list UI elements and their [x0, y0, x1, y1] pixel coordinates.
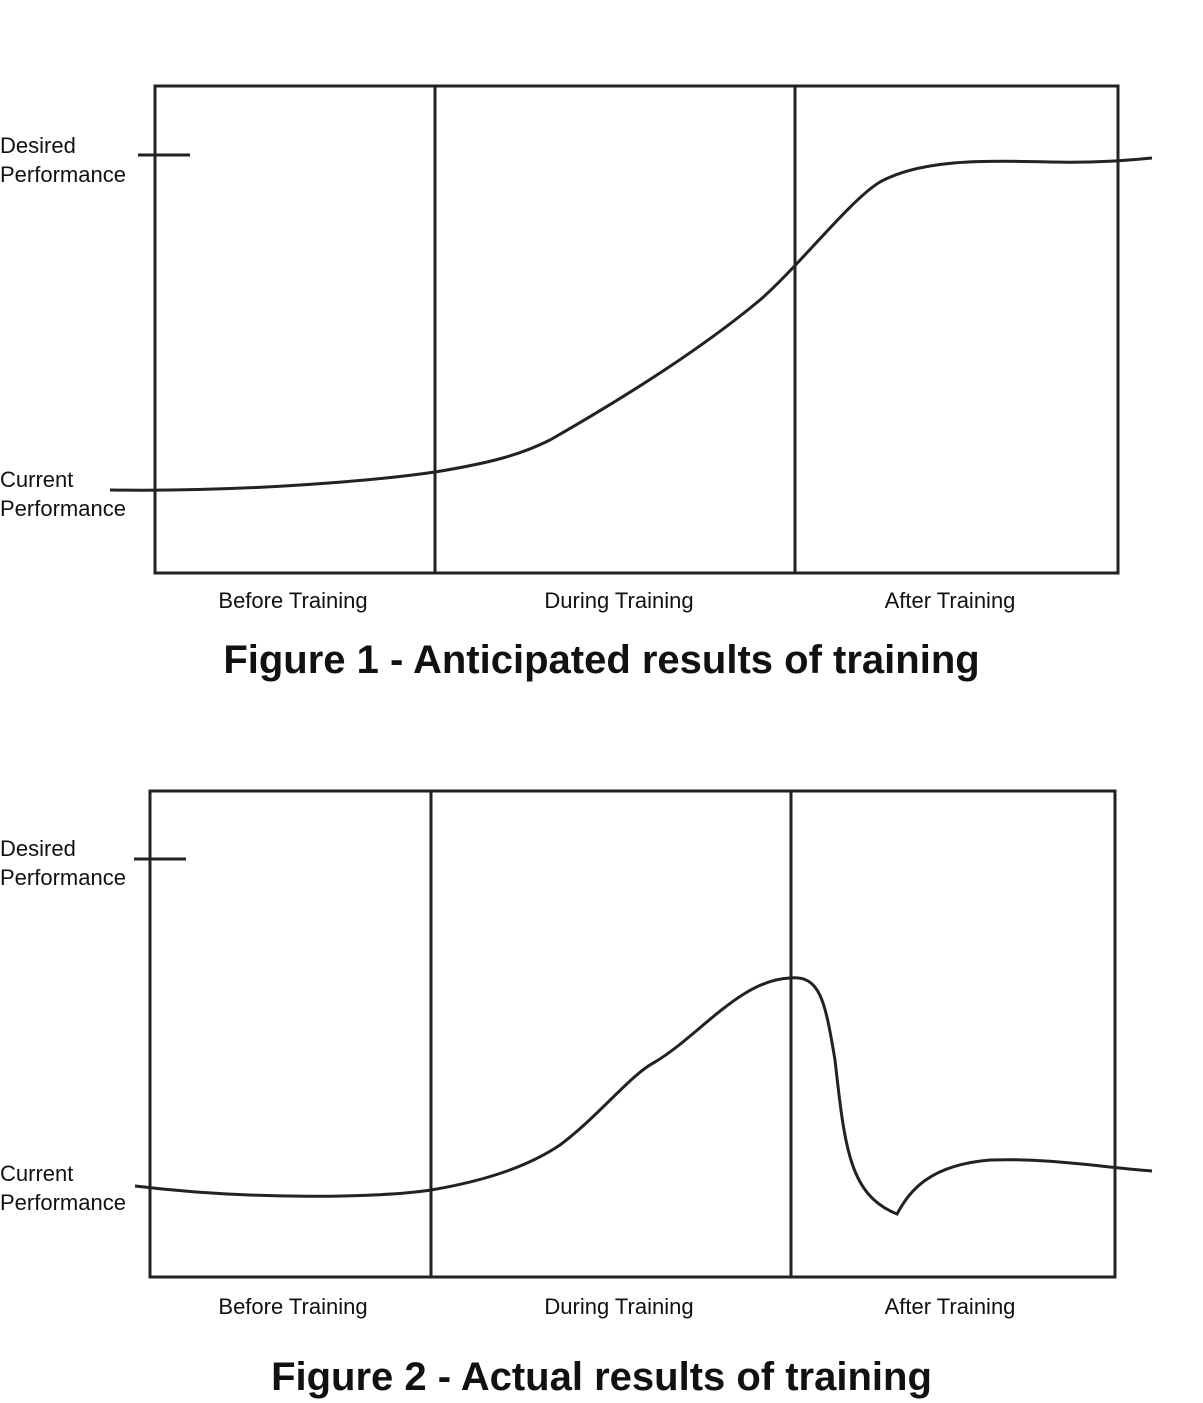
- frame: [153, 84, 1120, 575]
- current-label: Current Performance: [0, 467, 126, 521]
- phase-label: After Training: [884, 588, 1016, 613]
- figure-title: Figure 2 - Actual results of training: [271, 1355, 932, 1399]
- phase-label: After Training: [884, 1294, 1016, 1319]
- phase-label: Before Training: [218, 1294, 368, 1319]
- desired-label: Desired Performance: [0, 836, 126, 890]
- frame: [148, 789, 1117, 1279]
- phase-label: During Training: [544, 1294, 694, 1319]
- performance-curve: [109, 156, 1153, 492]
- desired-label: Desired Performance: [0, 133, 126, 187]
- phase-label: During Training: [544, 588, 694, 613]
- figure-title: Figure 1 - Anticipated results of traini…: [223, 638, 980, 682]
- performance-curve: [134, 976, 1153, 1216]
- phase-label: Before Training: [218, 588, 368, 613]
- current-label: Current Performance: [0, 1161, 126, 1215]
